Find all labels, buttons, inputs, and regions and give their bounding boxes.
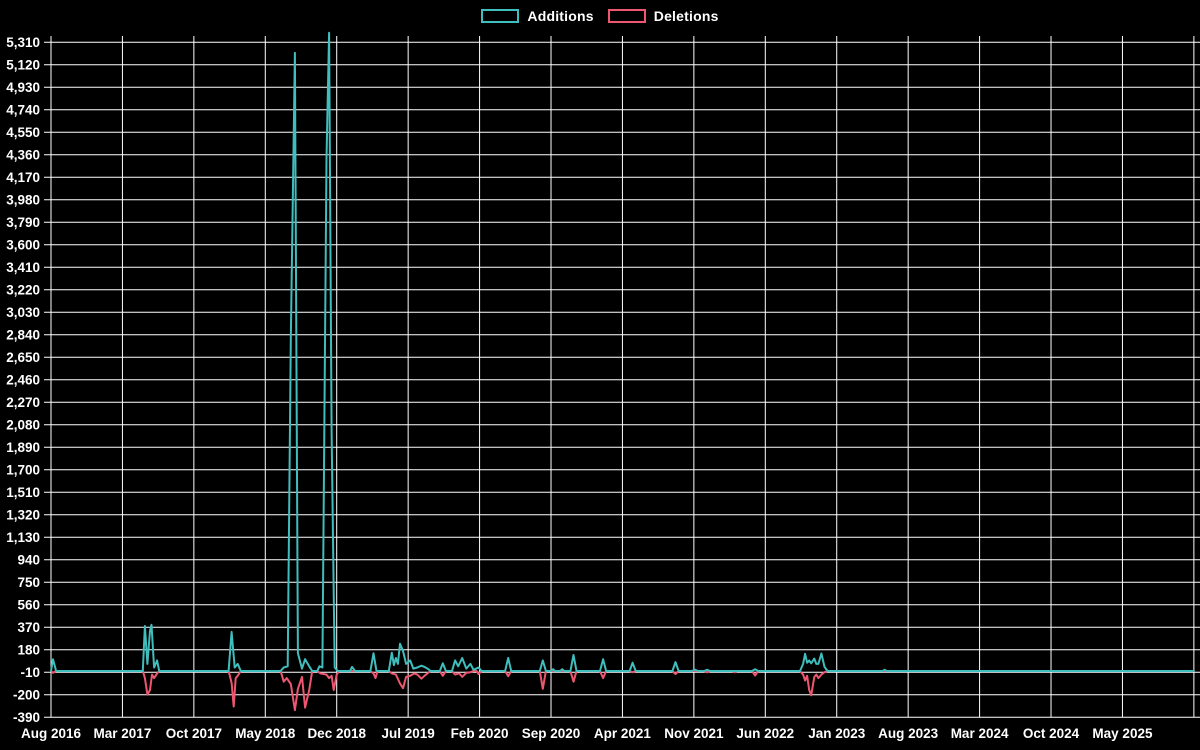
y-tick-label: 940	[17, 553, 40, 568]
y-tick-label: 1,700	[6, 463, 40, 478]
additions-swatch-icon	[481, 9, 520, 23]
x-tick-label: Feb 2020	[451, 726, 509, 741]
y-tick-label: 750	[17, 575, 40, 590]
y-tick-label: 1,320	[6, 508, 40, 523]
x-tick-label: Dec 2018	[307, 726, 366, 741]
x-tick-label: Jan 2023	[808, 726, 866, 741]
y-tick-label: 560	[17, 598, 40, 613]
y-tick-label: 4,930	[6, 80, 40, 95]
x-tick-label: Nov 2021	[664, 726, 724, 741]
legend-additions-label: Additions	[527, 8, 594, 24]
y-tick-label: 2,650	[6, 350, 40, 365]
x-tick-label: Jun 2022	[736, 726, 794, 741]
horizontal-gridlines	[44, 41, 1200, 718]
y-tick-label: 2,460	[6, 373, 40, 388]
x-tick-label: May 2025	[1092, 726, 1153, 741]
y-tick-label: 4,550	[6, 125, 40, 140]
x-tick-label: Aug 2023	[878, 726, 939, 741]
y-tick-label: 3,980	[6, 193, 40, 208]
x-tick-label: Apr 2021	[594, 726, 652, 741]
x-axis-tick-labels: Aug 2016 Mar 2017 Oct 2017 May 2018 Dec 2018…	[21, 726, 1153, 741]
y-tick-label: 180	[17, 643, 40, 658]
x-tick-label: Sep 2020	[522, 726, 581, 741]
y-tick-label: 2,270	[6, 395, 40, 410]
y-tick-label: 1,130	[6, 530, 40, 545]
x-tick-label: Aug 2016	[21, 726, 82, 741]
y-tick-label: 5,120	[6, 58, 40, 73]
x-tick-label: Oct 2017	[166, 726, 222, 741]
y-tick-label: 4,740	[6, 103, 40, 118]
y-tick-label: 1,890	[6, 440, 40, 455]
x-tick-label: Oct 2024	[1023, 726, 1080, 741]
y-tick-label: -390	[13, 710, 40, 725]
x-tick-label: Mar 2017	[94, 726, 152, 741]
y-tick-label: -200	[13, 688, 40, 703]
y-tick-label: 3,030	[6, 305, 40, 320]
legend-item-deletions[interactable]: Deletions	[607, 8, 719, 24]
y-tick-label: -10	[20, 665, 40, 680]
y-tick-label: 3,220	[6, 283, 40, 298]
y-axis-tick-labels: 5,310 5,120 4,930 4,740 4,550 4,360 4,170 3,980…	[6, 35, 40, 725]
y-tick-label: 2,840	[6, 328, 40, 343]
x-tick-label: May 2018	[235, 726, 296, 741]
chart-legend: Additions Deletions	[0, 8, 1200, 24]
additions-line	[50, 31, 1195, 672]
y-tick-label: 2,080	[6, 418, 40, 433]
x-tick-label: Jul 2019	[382, 726, 435, 741]
vertical-gridlines	[50, 36, 1195, 718]
x-tick-label: Mar 2024	[951, 726, 1009, 741]
legend-item-additions[interactable]: Additions	[481, 8, 594, 24]
legend-deletions-label: Deletions	[653, 8, 719, 24]
y-tick-label: 3,600	[6, 238, 40, 253]
y-tick-label: 4,360	[6, 148, 40, 163]
deletions-swatch-icon	[607, 9, 646, 23]
y-tick-label: 3,790	[6, 215, 40, 230]
y-tick-label: 1,510	[6, 485, 40, 500]
y-tick-label: 370	[17, 620, 40, 635]
y-tick-label: 5,310	[6, 35, 40, 50]
y-tick-label: 4,170	[6, 170, 40, 185]
y-tick-label: 3,410	[6, 260, 40, 275]
